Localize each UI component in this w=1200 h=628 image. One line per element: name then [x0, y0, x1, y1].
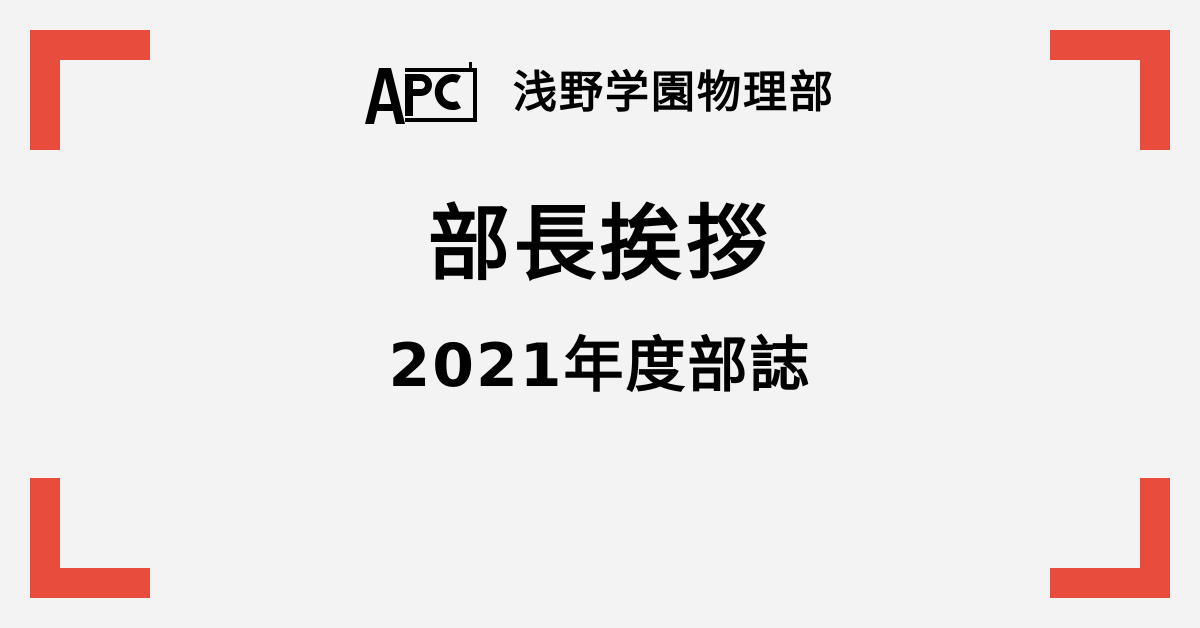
page-title: 部長挨拶 [427, 197, 772, 292]
org-name: 浅野学園物理部 [513, 67, 835, 118]
apc-logo-icon [365, 60, 483, 126]
corner-bracket-top-left [30, 30, 150, 150]
corner-bracket-bottom-right [1050, 478, 1170, 598]
brand-header: 浅野学園物理部 [0, 58, 1200, 128]
page-subtitle: 2021年度部誌 [388, 331, 812, 401]
corner-bracket-top-right [1050, 30, 1170, 150]
corner-bracket-bottom-left [30, 478, 150, 598]
